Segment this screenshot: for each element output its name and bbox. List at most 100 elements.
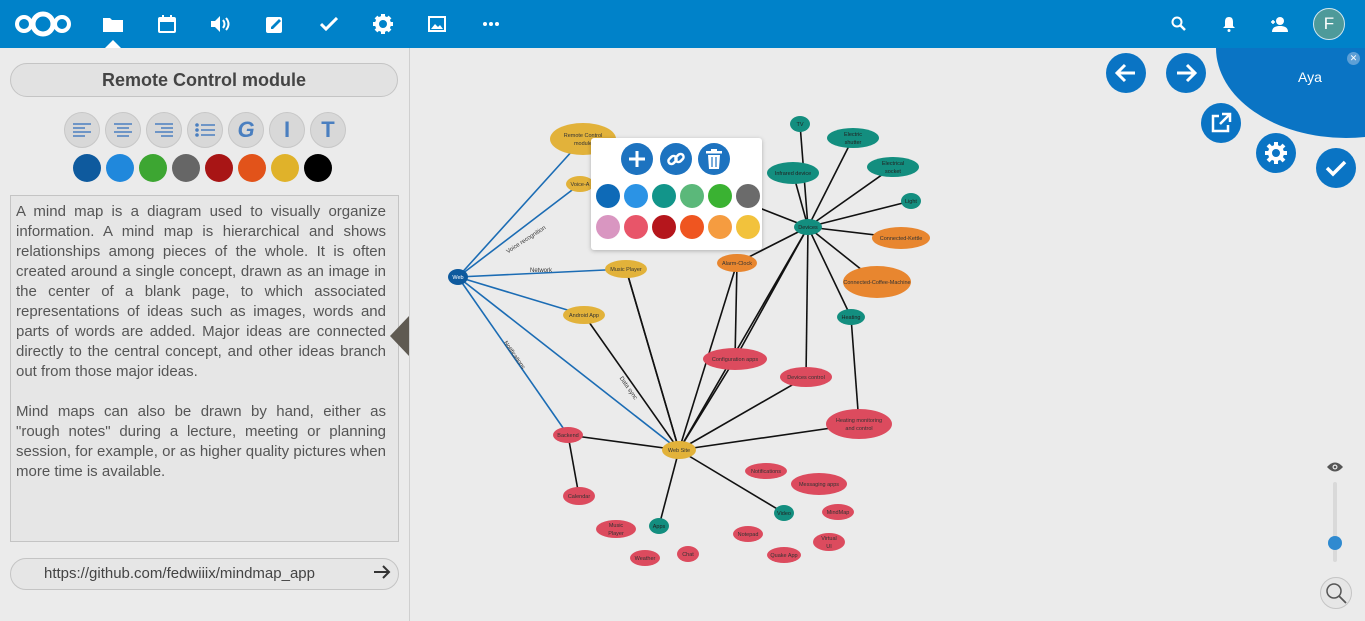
mindmap-node-music[interactable]: Music Player (605, 260, 647, 278)
mindmap-node-shutter[interactable]: Electric shutter (827, 128, 879, 148)
color-swatch[interactable] (238, 154, 266, 182)
mindmap-node-label: Remote Control module (564, 133, 603, 147)
align-center-button[interactable] (105, 112, 141, 148)
node-color-swatch[interactable] (624, 184, 648, 208)
calendar-icon[interactable] (151, 8, 183, 40)
node-color-swatch[interactable] (680, 184, 704, 208)
mindmap-node-heatmon[interactable]: Heating monitoring and control (826, 409, 892, 439)
mindmap-node-kettle[interactable]: Connected-Kettle (872, 227, 930, 249)
align-left-button[interactable] (64, 112, 100, 148)
mindmap-node-website[interactable]: Web Site (662, 441, 696, 459)
mindmap-node-voice[interactable]: Voice-A (566, 176, 594, 192)
node-color-swatch[interactable] (652, 215, 676, 239)
arrow-right-icon[interactable] (372, 562, 392, 593)
mindmap-node-weather[interactable]: Weather (630, 550, 660, 566)
mindmap-node-label: TV (796, 122, 803, 128)
files-icon[interactable] (97, 8, 129, 40)
mindmap-node-virtualui[interactable]: Virtual UI (813, 533, 845, 551)
mindmap-node-root[interactable]: Web (448, 269, 468, 285)
node-color-swatch[interactable] (596, 215, 620, 239)
color-swatch[interactable] (139, 154, 167, 182)
tasks-icon[interactable] (313, 8, 345, 40)
sidebar: Remote Control module G I T A mind map i… (0, 48, 410, 621)
mindmap-node-musicpl2[interactable]: Music Player (596, 520, 636, 538)
node-color-swatch[interactable] (624, 215, 648, 239)
list-button[interactable] (187, 112, 223, 148)
color-swatch[interactable] (304, 154, 332, 182)
mindmap-node-calendar[interactable]: Calendar (563, 487, 595, 505)
mindmap-node-label: Quake App (770, 553, 797, 559)
zoom-slider-track[interactable] (1333, 482, 1337, 562)
node-color-swatch[interactable] (708, 184, 732, 208)
mindmap-node-chat[interactable]: Chat (677, 546, 699, 562)
node-color-swatch[interactable] (596, 184, 620, 208)
nextcloud-logo-icon[interactable] (12, 6, 74, 42)
mindmap-node-heating[interactable]: Heating (837, 309, 865, 325)
mindmap-node-coffee[interactable]: Connected-Coffee-Machine (843, 266, 911, 298)
mindmap-node-label: Calendar (568, 494, 590, 500)
color-swatch[interactable] (271, 154, 299, 182)
mindmap-node-config[interactable]: Configuration apps (703, 348, 767, 370)
add-node-button[interactable] (621, 143, 653, 175)
plus-icon (629, 151, 645, 167)
delete-node-button[interactable] (698, 143, 730, 175)
mindmap-node-mindmap[interactable]: MindMap (822, 504, 854, 520)
undo-button[interactable] (1106, 53, 1146, 93)
notifications-bell-icon[interactable] (1213, 8, 1245, 40)
zoom-slider-handle[interactable] (1328, 536, 1342, 550)
node-color-swatch[interactable] (680, 215, 704, 239)
mindmap-node-devices[interactable]: Devices (794, 219, 822, 235)
color-swatch[interactable] (106, 154, 134, 182)
node-color-swatch[interactable] (652, 184, 676, 208)
notes-icon[interactable] (259, 8, 291, 40)
close-icon[interactable]: ✕ (1347, 52, 1360, 65)
node-color-swatch[interactable] (708, 215, 732, 239)
link-node-button[interactable] (660, 143, 692, 175)
mindmap-node-label: Chat (682, 552, 694, 558)
mindmap-node-notif[interactable]: Notifications (745, 463, 787, 479)
user-avatar[interactable]: F (1313, 8, 1345, 40)
map-title-field[interactable]: Remote Control module (10, 63, 398, 97)
mindmap-node-messaging[interactable]: Messaging apps (791, 473, 847, 495)
more-icon[interactable] (475, 8, 507, 40)
mindmap-node-infrared[interactable]: Infrared device (767, 162, 819, 184)
open-external-button[interactable] (1201, 103, 1241, 143)
search-icon[interactable] (1163, 8, 1195, 40)
mindmap-node-backend[interactable]: Backend (553, 427, 583, 443)
mindmap-node-tv[interactable]: TV (790, 116, 810, 132)
mindmap-node-label: Virtual UI (821, 536, 837, 550)
contacts-icon[interactable] (1263, 8, 1295, 40)
mindmap-node-alarm[interactable]: Alarm-Clock (717, 254, 757, 272)
mindmap-node-devctrl[interactable]: Devices control (780, 367, 832, 387)
color-swatch[interactable] (73, 154, 101, 182)
save-button[interactable] (1316, 148, 1356, 188)
mindmap-node-android[interactable]: Android App (563, 306, 605, 324)
bold-button[interactable]: G (228, 112, 264, 148)
mindmap-node-socket[interactable]: Electrical socket (867, 157, 919, 177)
mindmap-node-apps[interactable]: Apps (649, 518, 669, 534)
settings-icon[interactable] (367, 8, 399, 40)
sidebar-collapse-handle[interactable] (390, 316, 409, 356)
node-color-swatch[interactable] (736, 215, 760, 239)
text-button[interactable]: T (310, 112, 346, 148)
url-field[interactable]: https://github.com/fedwiiix/mindmap_app (10, 558, 399, 590)
align-right-button[interactable] (146, 112, 182, 148)
settings-button[interactable] (1256, 133, 1296, 173)
audio-icon[interactable] (205, 8, 237, 40)
color-swatch[interactable] (205, 154, 233, 182)
mindmap-node-video[interactable]: Video (774, 505, 794, 521)
mindmap-node-notepad[interactable]: Notepad (733, 526, 763, 542)
mindmap-node-light[interactable]: Light (901, 193, 921, 209)
italic-button[interactable]: I (269, 112, 305, 148)
redo-button[interactable] (1166, 53, 1206, 93)
color-swatch[interactable] (172, 154, 200, 182)
mindmap-node-label: Video (777, 511, 791, 517)
visibility-eye-icon[interactable] (1327, 460, 1343, 478)
description-textarea[interactable]: A mind map is a diagram used to visually… (10, 195, 399, 542)
mindmap-node-quake[interactable]: Quake App (767, 547, 801, 563)
node-color-swatch[interactable] (736, 184, 760, 208)
gallery-icon[interactable] (421, 8, 453, 40)
zoom-button[interactable] (1320, 577, 1352, 609)
mindmap-node-label: Light (905, 199, 917, 205)
